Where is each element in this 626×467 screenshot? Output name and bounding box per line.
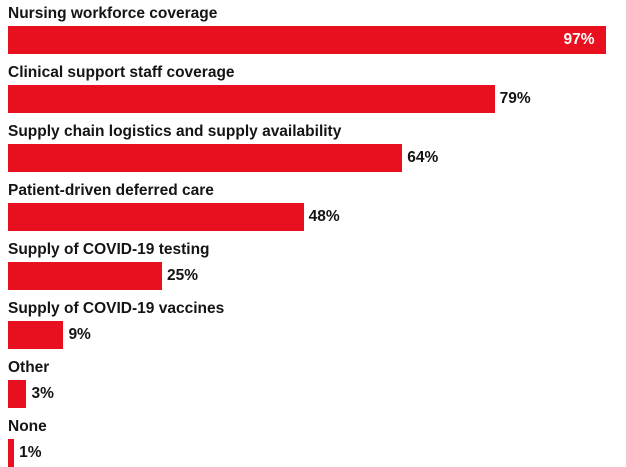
category-label: Other	[8, 359, 50, 376]
category-label: Supply chain logistics and supply availa…	[8, 123, 342, 140]
category-label: Nursing workforce coverage	[8, 5, 218, 22]
category-label: Supply of COVID-19 vaccines	[8, 300, 225, 317]
category-label: None	[8, 418, 47, 435]
value-label: 25%	[167, 267, 199, 284]
bar	[8, 439, 15, 467]
value-label: 48%	[308, 208, 340, 225]
bar	[8, 380, 27, 408]
value-label: 64%	[407, 149, 439, 166]
value-label: 9%	[68, 326, 91, 343]
bar	[8, 85, 495, 113]
bar	[8, 203, 304, 231]
category-label: Clinical support staff coverage	[8, 64, 235, 81]
value-label: 79%	[499, 90, 531, 107]
category-label: Supply of COVID-19 testing	[8, 241, 210, 258]
value-label: 3%	[31, 385, 54, 402]
bar	[8, 321, 64, 349]
bar	[8, 26, 606, 54]
bar	[8, 144, 403, 172]
value-label: 1%	[19, 444, 42, 461]
category-label: Patient-driven deferred care	[8, 182, 214, 199]
bar	[8, 262, 162, 290]
value-label: 97%	[563, 31, 595, 48]
